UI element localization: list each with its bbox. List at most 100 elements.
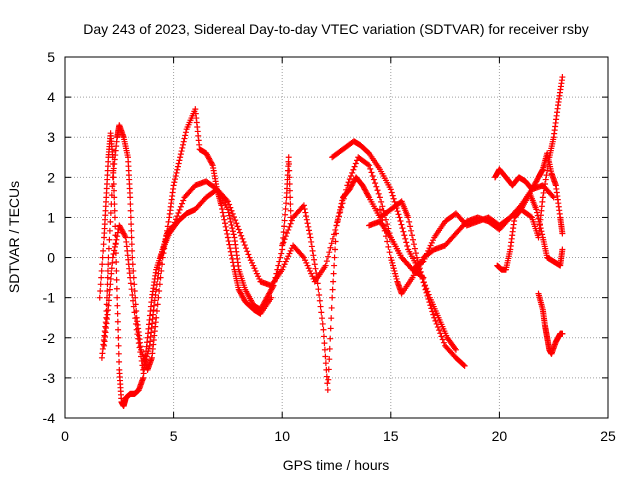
data-point — [243, 245, 249, 252]
data-point — [331, 262, 338, 269]
data-point — [322, 353, 329, 360]
data-point — [172, 176, 179, 183]
data-point — [287, 220, 294, 227]
y-tick-label: 3 — [47, 129, 55, 145]
data-point — [325, 253, 332, 260]
data-point — [114, 302, 121, 309]
data-point — [114, 294, 121, 301]
data-point — [138, 353, 145, 360]
data-point — [349, 169, 356, 176]
data-point — [286, 181, 293, 188]
data-point — [105, 297, 112, 304]
data-point — [303, 259, 310, 266]
data-point — [106, 236, 113, 243]
data-point — [285, 253, 292, 260]
data-point — [367, 165, 374, 172]
data-point — [397, 218, 404, 225]
data-point — [392, 201, 399, 208]
data-point — [541, 185, 548, 192]
data-point — [250, 262, 257, 269]
data-point — [108, 192, 115, 199]
data-point — [276, 258, 283, 265]
data-point — [327, 325, 334, 332]
data-point — [154, 275, 161, 282]
data-point — [432, 317, 439, 324]
data-point — [333, 222, 340, 229]
data-point — [249, 259, 256, 266]
data-point — [402, 235, 409, 242]
y-tick-label: 0 — [47, 250, 55, 266]
data-point — [239, 235, 246, 242]
data-point — [311, 256, 318, 263]
data-point — [145, 348, 152, 355]
data-point — [252, 267, 259, 274]
data-point — [534, 209, 541, 216]
data-point — [280, 229, 287, 236]
data-point — [394, 208, 401, 215]
data-point — [440, 339, 447, 346]
data-point — [103, 308, 110, 315]
data-point — [417, 269, 424, 276]
data-point — [106, 227, 113, 234]
data-point — [302, 209, 309, 216]
data-point — [127, 274, 134, 281]
data-point — [253, 270, 260, 277]
data-point — [159, 246, 166, 253]
data-point — [535, 215, 542, 222]
data-point — [99, 254, 106, 261]
data-point — [108, 265, 115, 272]
data-point — [461, 362, 468, 369]
data-point — [305, 223, 312, 230]
data-point — [334, 219, 341, 226]
data-point — [241, 242, 248, 249]
data-point — [122, 233, 129, 240]
data-series — [96, 74, 566, 409]
data-point — [115, 334, 122, 341]
data-point — [339, 197, 346, 204]
data-point — [527, 213, 534, 220]
data-point — [229, 255, 236, 262]
data-point — [365, 193, 372, 200]
data-point — [388, 189, 395, 196]
data-point — [379, 203, 386, 210]
data-point — [109, 254, 116, 261]
data-point — [281, 223, 288, 230]
data-point — [306, 267, 313, 274]
data-point — [132, 320, 139, 327]
data-point — [100, 241, 107, 248]
data-point — [390, 195, 397, 202]
data-point — [268, 294, 275, 301]
data-point — [227, 204, 234, 211]
data-point — [370, 176, 377, 183]
data-point — [132, 294, 139, 301]
data-point — [328, 304, 335, 311]
data-point — [153, 286, 160, 293]
data-point — [303, 213, 310, 220]
data-point — [154, 301, 161, 308]
data-point — [319, 320, 326, 327]
data-point — [282, 205, 289, 212]
data-point — [131, 309, 138, 316]
data-point — [170, 182, 177, 189]
data-point — [326, 356, 333, 363]
data-point — [381, 227, 388, 234]
data-point — [109, 259, 116, 266]
data-point — [227, 248, 234, 255]
data-point — [178, 148, 185, 155]
data-point — [156, 287, 163, 294]
data-point — [240, 238, 247, 245]
data-point — [108, 270, 115, 277]
data-point — [181, 135, 188, 142]
data-point — [129, 291, 136, 298]
data-point — [287, 201, 294, 208]
data-point — [418, 272, 425, 279]
data-point — [332, 246, 339, 253]
data-point — [321, 340, 328, 347]
data-point — [151, 297, 158, 304]
data-point — [171, 179, 178, 186]
data-point — [226, 212, 233, 219]
data-point — [410, 241, 417, 248]
data-point — [128, 221, 135, 228]
data-point — [376, 194, 383, 201]
data-point — [336, 209, 343, 216]
